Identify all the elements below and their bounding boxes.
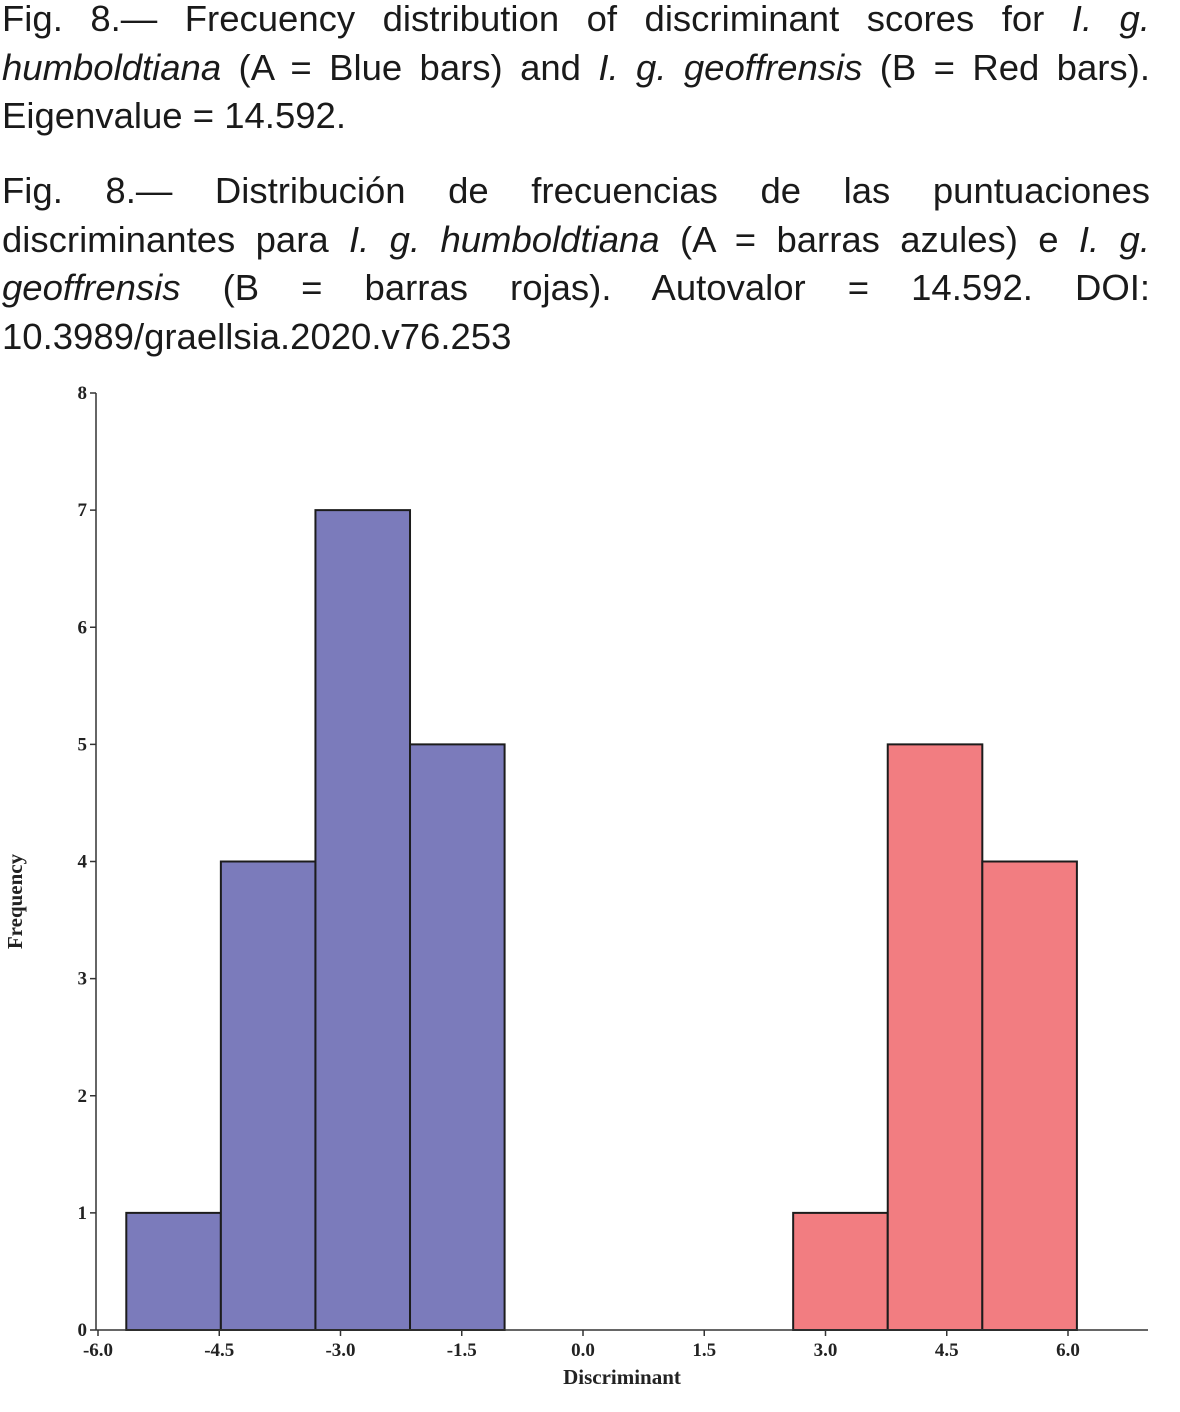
caption-es-text-1: Fig. 8.— Distribución de frecuencias de … <box>2 170 1150 260</box>
caption-en-taxon-b: I. g. geoffrensis <box>598 46 863 88</box>
x-tick-label-7: 4.5 <box>935 1340 959 1361</box>
x-axis-title: Discriminant <box>563 1365 681 1389</box>
histogram-bar-s0-0 <box>125 1211 222 1331</box>
y-tick-label-7: 7 <box>78 500 88 521</box>
y-axis-title: Frequency <box>3 853 27 949</box>
y-tick-label-1: 1 <box>78 1203 88 1224</box>
y-tick-label-0: 0 <box>78 1320 88 1341</box>
x-tick-label-4: 0.0 <box>571 1340 595 1361</box>
bars-group <box>125 509 1078 1331</box>
caption-en-taxon-a: I. g. humboldtiana <box>2 0 1150 88</box>
y-tick-label-6: 6 <box>78 617 88 638</box>
caption-es-taxon-b: I. g. geoffrensis <box>2 218 1150 309</box>
histogram-chart: 0 1 2 3 4 5 6 7 8 -6.0 -4.5 -3.0 -1.5 0.0 1.5 3.0 4.5 6.0… <box>3 383 1148 1389</box>
histogram-bar-s0-2 <box>314 509 412 1331</box>
x-tick-label-2: -3.0 <box>325 1340 355 1361</box>
y-tick-label-5: 5 <box>78 734 88 755</box>
x-tick-label-1: -4.5 <box>204 1340 234 1361</box>
x-tick-label-5: 1.5 <box>692 1340 716 1361</box>
histogram-bar-s1-2 <box>981 860 1078 1331</box>
histogram-bar-s1-1 <box>886 743 984 1331</box>
caption-es-text-3: (B = barras rojas). Autovalor = 14.592. … <box>2 267 1150 357</box>
caption-es-text-2: (A = barras azules) e <box>659 218 1079 260</box>
x-tick-label-8: 6.0 <box>1056 1340 1080 1361</box>
y-tick-label-3: 3 <box>78 969 88 990</box>
x-tick-label-6: 3.0 <box>814 1340 838 1361</box>
x-tick-label-3: -1.5 <box>447 1340 477 1361</box>
caption-en-text-3: (B = Red bars). Eigenvalue = 14.592. <box>2 46 1150 137</box>
y-tick-label-8: 8 <box>78 383 88 404</box>
caption-spanish: Fig. 8.— Distribución de frecuencias de … <box>2 167 1150 361</box>
caption-es-taxon-a: I. g. humboldtiana <box>349 218 660 260</box>
caption-en-text-1: Fig. 8.— Frecuency distribution of discr… <box>2 0 1072 39</box>
caption-en-text-2: (A = Blue bars) and <box>221 46 599 88</box>
y-tick-label-2: 2 <box>78 1086 88 1107</box>
histogram-bar-s1-0 <box>792 1211 889 1331</box>
caption-english: Fig. 8.— Frecuency distribution of discr… <box>2 0 1150 141</box>
axes-group: 0 1 2 3 4 5 6 7 8 -6.0 -4.5 -3.0 -1.5 0.0 1.5 3.0 4.5 6.0 <box>78 383 1148 1361</box>
x-tick-label-0: -6.0 <box>83 1340 113 1361</box>
histogram-bar-s0-1 <box>219 860 317 1331</box>
histogram-bar-s0-3 <box>409 743 506 1331</box>
y-tick-label-4: 4 <box>78 852 88 873</box>
